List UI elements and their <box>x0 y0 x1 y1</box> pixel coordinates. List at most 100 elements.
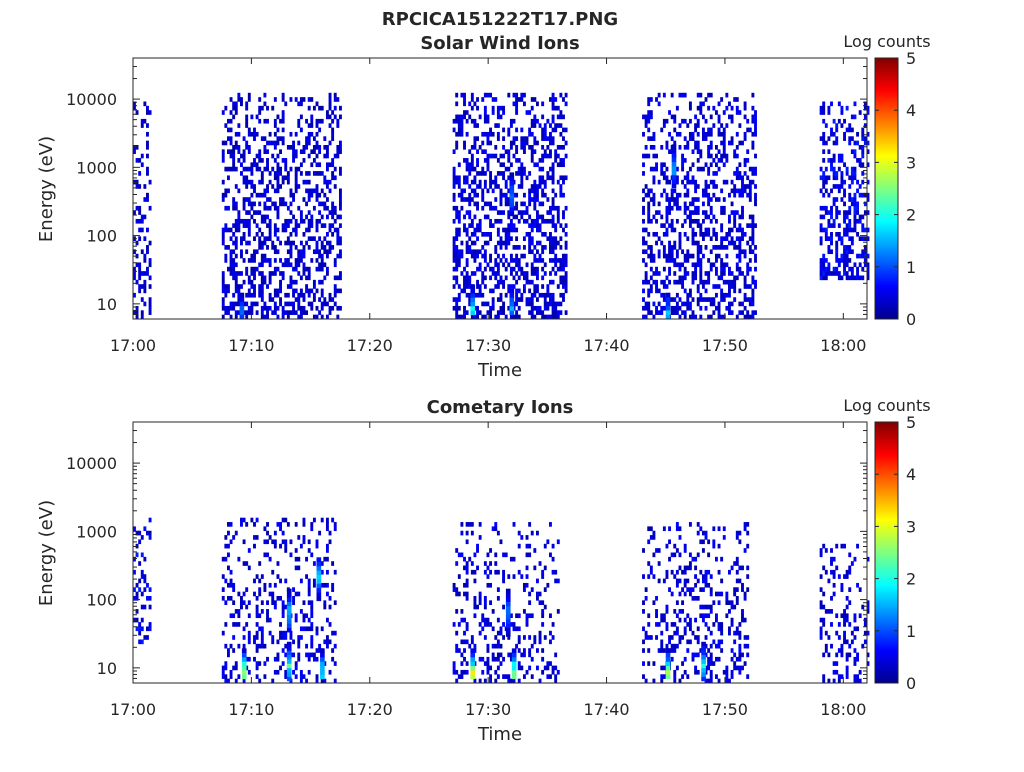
heatmap-cell <box>512 101 516 107</box>
heatmap-hotspot-cell <box>316 592 322 597</box>
heatmap-cell <box>564 127 568 133</box>
heatmap-cell <box>649 284 653 289</box>
heatmap-cell <box>237 613 241 619</box>
heatmap-cell <box>263 149 267 154</box>
heatmap-cell <box>665 214 669 220</box>
heatmap-cell <box>318 218 322 224</box>
heatmap-cell <box>483 214 487 220</box>
heatmap-cell <box>559 123 563 128</box>
heatmap-cell <box>507 149 511 154</box>
heatmap-cell <box>133 310 136 315</box>
heatmap-cell <box>543 271 547 276</box>
heatmap-cell <box>662 223 666 228</box>
heatmap-cell <box>688 305 692 311</box>
heatmap-cell <box>741 205 744 211</box>
heatmap-cell <box>494 97 498 102</box>
heatmap-cell <box>848 652 852 658</box>
heatmap-cell <box>525 613 529 619</box>
heatmap-cell <box>559 114 563 120</box>
heatmap-cell <box>250 292 254 298</box>
heatmap-hotspot-cell <box>470 648 476 654</box>
heatmap-cell <box>470 522 474 527</box>
heatmap-cell <box>665 543 669 549</box>
heatmap-cell <box>832 582 836 588</box>
heatmap-cell <box>318 192 322 198</box>
heatmap-cell <box>754 114 757 120</box>
heatmap-cell <box>310 162 314 168</box>
heatmap-cell <box>292 669 296 675</box>
heatmap-cell <box>554 569 558 575</box>
heatmap-cell <box>502 578 506 584</box>
heatmap-cell <box>748 166 752 172</box>
heatmap-cell <box>143 578 147 584</box>
heatmap-cell <box>305 574 309 579</box>
heatmap-cell <box>457 232 461 237</box>
heatmap-cell <box>232 166 236 172</box>
heatmap-cell <box>224 578 228 584</box>
heatmap-cell <box>273 539 277 545</box>
x-tick-label: 17:50 <box>702 336 748 355</box>
heatmap-cell <box>323 201 327 207</box>
heatmap-cell <box>465 639 469 645</box>
heatmap-cell <box>338 197 342 202</box>
heatmap-cell <box>533 314 537 320</box>
heatmap-cell <box>502 127 506 133</box>
heatmap-cell <box>227 149 230 154</box>
heatmap-cell <box>281 635 285 640</box>
heatmap-cell <box>260 275 264 281</box>
heatmap-cell <box>260 258 264 263</box>
heatmap-cell <box>320 105 324 111</box>
heatmap-cell <box>135 240 139 246</box>
heatmap-cell <box>250 205 254 211</box>
heatmap-cell <box>512 556 516 562</box>
heatmap-cell <box>699 266 703 272</box>
heatmap-cell <box>707 656 711 662</box>
heatmap-cell <box>240 284 243 289</box>
heatmap-cell <box>743 131 747 137</box>
heatmap-cell <box>507 210 511 215</box>
heatmap-cell <box>678 275 682 281</box>
heatmap-cell <box>460 288 464 294</box>
x-tick-label: 17:10 <box>228 700 274 719</box>
heatmap-cell <box>336 97 340 102</box>
heatmap-cell <box>312 314 316 320</box>
heatmap-cell <box>229 262 233 268</box>
heatmap-cell <box>221 197 225 202</box>
heatmap-cell <box>234 310 238 315</box>
heatmap-cell <box>496 218 500 224</box>
heatmap-cell <box>559 236 563 241</box>
heatmap-cell <box>691 314 695 320</box>
heatmap-cell <box>691 297 695 302</box>
heatmap-cell <box>525 622 529 627</box>
heatmap-cell <box>331 517 335 523</box>
heatmap-cell <box>507 158 511 163</box>
heatmap-cell <box>491 526 495 532</box>
heatmap-cell <box>310 526 314 532</box>
heatmap-cell <box>681 118 685 124</box>
heatmap-cell <box>827 262 831 268</box>
heatmap-cell <box>665 258 669 263</box>
heatmap-cell <box>564 223 568 228</box>
heatmap-cell <box>704 582 708 588</box>
heatmap-cell <box>686 587 690 592</box>
heatmap-cell <box>673 552 677 558</box>
heatmap-cell <box>281 97 285 102</box>
heatmap-cell <box>668 249 672 255</box>
heatmap-cell <box>655 622 658 627</box>
heatmap-cell <box>533 271 537 276</box>
heatmap-cell <box>551 97 555 102</box>
heatmap-cell <box>530 105 534 111</box>
heatmap-hotspot-cell <box>511 674 517 680</box>
heatmap-cell <box>751 214 755 220</box>
heatmap-cell <box>229 539 233 545</box>
heatmap-cell <box>496 596 500 601</box>
heatmap-hotspot-cell <box>511 652 517 658</box>
heatmap-cell <box>652 535 656 540</box>
heatmap-cell <box>302 539 306 545</box>
heatmap-cell <box>284 669 288 675</box>
heatmap-cell <box>678 591 682 597</box>
heatmap-cell <box>250 131 254 137</box>
heatmap-cell <box>135 253 139 259</box>
heatmap-cell <box>668 197 672 202</box>
heatmap-cell <box>559 162 563 168</box>
